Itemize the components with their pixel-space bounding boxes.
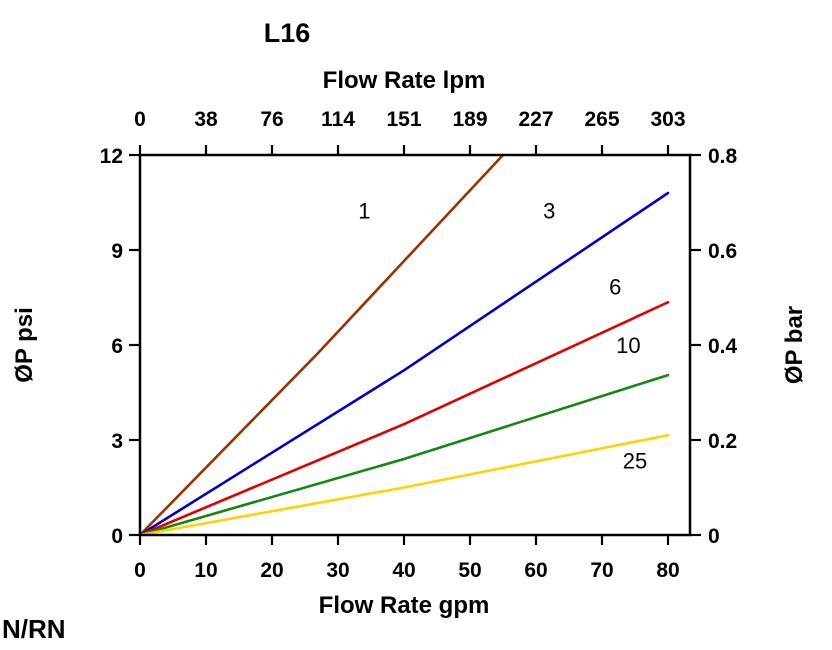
left-tick-label: 3 (111, 430, 123, 453)
chart-title: L16 (264, 18, 311, 48)
top-tick-label: 189 (452, 108, 487, 131)
series-group: 1 3 6 10 25 (138, 153, 670, 537)
bottom-tick-label: 50 (458, 559, 481, 582)
bottom-tick-label: 40 (392, 559, 415, 582)
tick-labels-group: 0038107620114301514018950227602657030380… (100, 108, 738, 582)
corner-label: N/RN (2, 614, 66, 644)
bottom-tick-label: 20 (260, 559, 283, 582)
right-tick-label: 0.4 (708, 335, 738, 358)
top-tick-label: 227 (518, 108, 553, 131)
series-label-10: 10 (616, 333, 640, 358)
bottom-tick-label: 10 (194, 559, 217, 582)
bottom-axis-title: Flow Rate gpm (319, 592, 490, 619)
left-tick-label: 0 (111, 525, 123, 548)
top-tick-label: 303 (650, 108, 685, 131)
top-tick-label: 151 (386, 108, 421, 131)
series-line-3 (138, 191, 670, 537)
series-label-25: 25 (623, 449, 647, 474)
series-line-10 (138, 373, 670, 537)
left-tick-label: 12 (100, 145, 123, 168)
bottom-tick-label: 30 (326, 559, 349, 582)
right-tick-label: 0.6 (708, 240, 737, 263)
right-tick-label: 0.2 (708, 430, 737, 453)
bottom-tick-label: 0 (134, 559, 146, 582)
top-tick-label: 265 (584, 108, 619, 131)
series-line-25 (138, 433, 670, 537)
right-tick-label: 0 (708, 525, 720, 548)
left-tick-label: 6 (111, 335, 123, 358)
left-tick-label: 9 (111, 240, 123, 263)
bottom-tick-label: 70 (590, 559, 613, 582)
top-axis-title: Flow Rate lpm (323, 67, 486, 94)
series-label-1: 1 (358, 198, 370, 223)
series-line-6 (138, 300, 670, 537)
series-label-3: 3 (543, 198, 555, 223)
plot-border (138, 153, 692, 537)
left-axis-title: ØP psi (11, 307, 38, 383)
series-line-1 (138, 153, 505, 537)
bottom-tick-label: 60 (524, 559, 547, 582)
right-axis-title: ØP bar (781, 306, 808, 384)
top-tick-label: 114 (321, 108, 355, 131)
ticks-group (129, 145, 701, 545)
right-tick-label: 0.8 (708, 145, 738, 168)
series-label-6: 6 (609, 274, 621, 299)
top-tick-label: 0 (134, 108, 146, 131)
top-tick-label: 76 (260, 108, 283, 131)
bottom-tick-label: 80 (656, 559, 679, 582)
top-tick-label: 38 (194, 108, 218, 131)
